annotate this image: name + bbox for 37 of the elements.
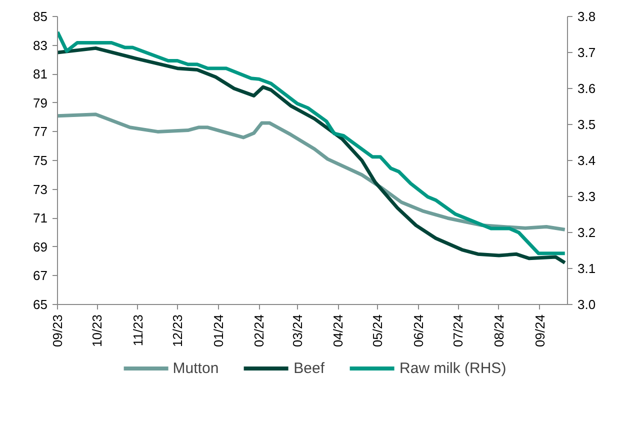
y-tick-label: 73 xyxy=(33,182,48,197)
y-tick-label: 69 xyxy=(33,239,48,254)
x-tick-label: 10/23 xyxy=(90,314,105,348)
y2-tick-label: 3.4 xyxy=(578,153,596,168)
x-tick-label: 04/24 xyxy=(330,314,346,348)
x-tick-label: 06/24 xyxy=(411,314,426,348)
y-tick-label: 77 xyxy=(33,124,48,140)
y-tick-label: 71 xyxy=(33,210,48,226)
y2-tick-label: 3.2 xyxy=(578,225,596,240)
y2-tick-label: 3.1 xyxy=(578,261,596,276)
y2-tick-label: 3.6 xyxy=(578,81,596,96)
x-tick-label: 08/24 xyxy=(491,314,506,348)
y-tick-label: 79 xyxy=(33,95,48,110)
y-tick-label: 81 xyxy=(33,66,48,82)
legend-label: Mutton xyxy=(172,360,219,376)
x-tick-label: 09/23 xyxy=(50,314,65,348)
y-tick-label: 85 xyxy=(33,9,48,24)
x-tick-label: 07/24 xyxy=(450,314,466,348)
x-tick-label: 05/24 xyxy=(370,314,386,348)
x-tick-label: 11/23 xyxy=(130,314,146,346)
x-tick-label: 02/24 xyxy=(252,314,267,348)
x-tick-label: 12/23 xyxy=(170,314,185,348)
x-tick-label: 01/24 xyxy=(210,314,226,348)
y2-tick-label: 3.8 xyxy=(578,9,596,24)
y2-tick-label: 3.7 xyxy=(578,45,596,60)
x-tick-label: 03/24 xyxy=(290,314,305,348)
y-tick-label: 65 xyxy=(33,297,48,312)
y-tick-label: 83 xyxy=(33,38,48,53)
y2-tick-label: 3.0 xyxy=(578,297,596,312)
legend-label: Raw milk (RHS) xyxy=(400,360,506,376)
line-series xyxy=(58,112,567,232)
x-tick-label: 09/24 xyxy=(532,314,548,348)
y2-tick-label: 3.3 xyxy=(578,189,596,204)
y-tick-label: 67 xyxy=(33,268,48,284)
legend-label: Beef xyxy=(294,360,325,376)
y-tick-label: 75 xyxy=(33,153,48,168)
y2-tick-label: 3.5 xyxy=(578,117,596,132)
